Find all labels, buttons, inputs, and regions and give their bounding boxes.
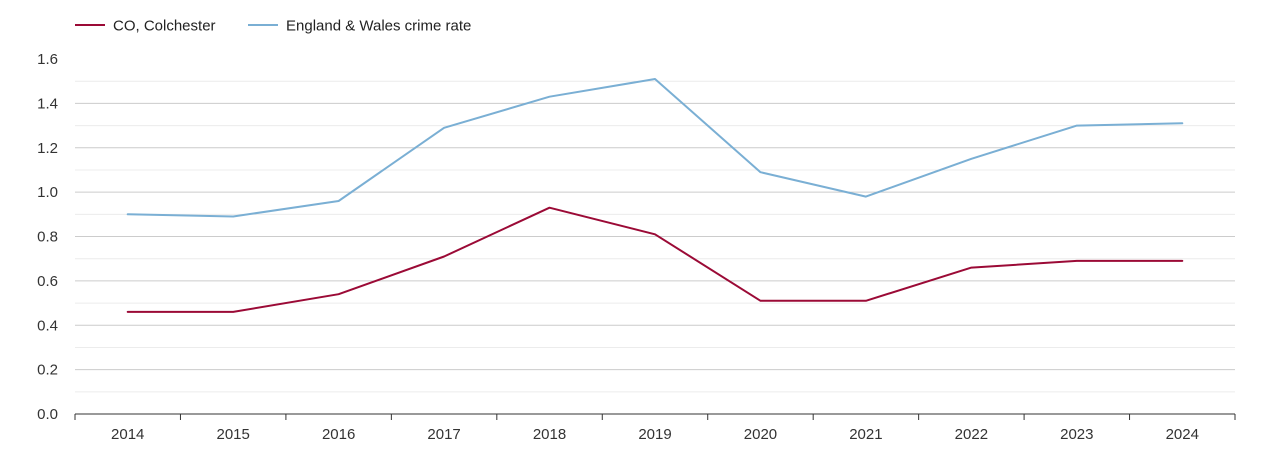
y-tick-label: 0.2 [37,362,58,379]
y-tick-label: 0.4 [37,317,58,334]
x-tick-label: 2022 [955,426,988,443]
x-tick-label: 2021 [849,426,882,443]
x-tick-label: 2023 [1060,426,1093,443]
y-tick-label: 0.6 [37,273,58,290]
legend-label-england-wales: England & Wales crime rate [286,18,471,35]
x-tick-label: 2019 [638,426,671,443]
legend-item-colchester[interactable]: CO, Colchester [75,18,216,35]
series-line-colchester [126,206,1184,313]
x-tick-label: 2020 [744,426,777,443]
series-lines [126,78,1184,313]
series-line-england-wales [126,78,1184,218]
legend-item-england-wales[interactable]: England & Wales crime rate [248,18,471,35]
y-axis-ticks: 0.0 0.2 0.4 0.6 0.8 1.0 1.2 1.4 1.6 [37,51,58,423]
y-tick-label: 1.4 [37,95,58,112]
x-tick-label: 2015 [216,426,249,443]
legend: CO, Colchester England & Wales crime rat… [75,18,471,35]
y-tick-label: 0.8 [37,229,58,246]
x-tick-label: 2017 [427,426,460,443]
x-tick-label: 2016 [322,426,355,443]
y-tick-label: 0.0 [37,406,58,423]
x-tick-label: 2014 [111,426,144,443]
x-axis-ticks: 2014 2015 2016 2017 2018 2019 2020 2021 2022 2023… [74,414,1236,443]
y-tick-label: 1.0 [37,184,58,201]
y-tick-label: 1.2 [37,140,58,157]
y-tick-label: 1.6 [37,51,58,68]
x-tick-label: 2024 [1166,426,1199,443]
legend-label-colchester: CO, Colchester [113,18,216,35]
x-tick-label: 2018 [533,426,566,443]
gridlines [75,80,1235,393]
